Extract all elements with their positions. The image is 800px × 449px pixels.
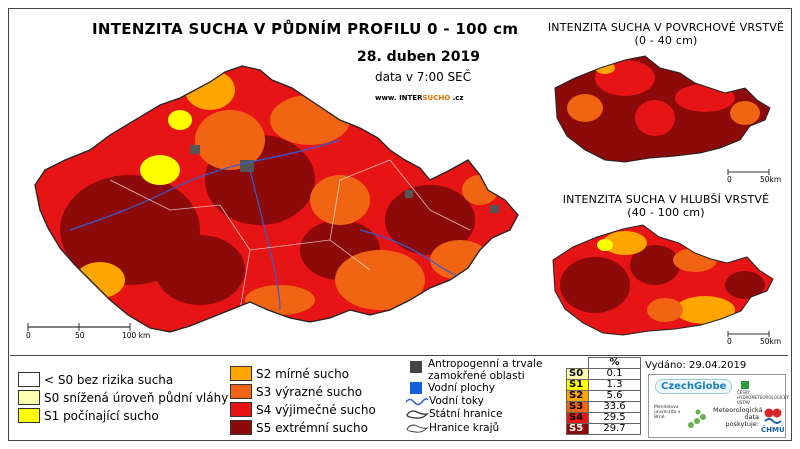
legend-class-s5: S5 extrémní sucho bbox=[230, 420, 368, 435]
stats-row-s3: S3 33.6 bbox=[566, 401, 641, 413]
surface-layer-title: INTENZITA SUCHA V POVRCHOVÉ VRSTVĚ (0 - … bbox=[547, 21, 785, 47]
issued-date: Vydáno: 29.04.2019 bbox=[645, 360, 747, 371]
surface-scale-label-50: 50km bbox=[760, 175, 782, 184]
legend-anthropogenic: Antropogenní a trvale zamokřené oblasti bbox=[410, 358, 568, 382]
anthropogenic-symbol bbox=[410, 361, 422, 373]
deep-scale-label-0: 0 bbox=[727, 337, 732, 346]
legend-class-s3: S3 výrazné sucho bbox=[230, 384, 362, 399]
legend-swatch bbox=[230, 366, 252, 381]
stats-row-s1: S1 1.3 bbox=[566, 379, 641, 391]
mendel-university-text: Mendelova univerzita v Brně bbox=[654, 405, 681, 420]
stats-row-s2: S2 5.6 bbox=[566, 390, 641, 402]
surface-scale-label-0: 0 bbox=[727, 175, 732, 184]
main-drought-map bbox=[27, 65, 519, 333]
region-border-icon bbox=[406, 424, 429, 433]
data-time: data v 7:00 SEČ bbox=[375, 70, 472, 84]
stats-header-row: % bbox=[567, 357, 641, 369]
river-icon bbox=[405, 398, 429, 406]
stats-row-s5: S5 29.7 bbox=[566, 423, 641, 435]
legend-swatch bbox=[230, 384, 252, 399]
state-border-icon bbox=[406, 410, 429, 419]
legend-class-s0: S0 snížená úroveň půdní vláhy bbox=[18, 390, 228, 405]
legend-swatch bbox=[230, 420, 252, 435]
map-frame bbox=[8, 8, 792, 441]
deep-layer-title: INTENZITA SUCHA V HLUBŠÍ VRSTVĚ (40 - 10… bbox=[562, 193, 770, 219]
chmi-small-text: ČESKÝ HYDROMETEOROLOGICKÝ ÚSTAV bbox=[737, 390, 789, 405]
legend-swatch bbox=[230, 402, 252, 417]
chmu-logo-icon bbox=[764, 408, 782, 424]
main-scale-label-0: 0 bbox=[26, 331, 31, 340]
main-scale-label-50: 50 bbox=[75, 331, 85, 340]
legend-water-streams: Vodní toky bbox=[405, 395, 484, 407]
legend-swatch bbox=[18, 408, 40, 423]
stats-row-s0: S0 0.1 bbox=[566, 368, 641, 380]
stats-row-s4: S4 29.5 bbox=[566, 412, 641, 424]
map-date: 28. duben 2019 bbox=[357, 49, 480, 65]
deep-drought-map bbox=[552, 224, 774, 337]
legend-swatch bbox=[18, 372, 40, 387]
surface-drought-map bbox=[554, 55, 771, 175]
legend-swatch bbox=[18, 390, 40, 405]
chmi-small-logo bbox=[741, 381, 749, 389]
legend-class-s1: S1 počínající sucho bbox=[18, 408, 159, 423]
website-link[interactable]: www. INTERSUCHO .cz bbox=[375, 94, 464, 102]
legend-panel bbox=[10, 355, 788, 439]
legend-water-bodies: Vodní plochy bbox=[410, 382, 495, 394]
legend-region-border: Hranice krajů bbox=[405, 422, 499, 434]
main-scale-label-100: 100 km bbox=[122, 331, 151, 340]
legend-class-s2: S2 mírné sucho bbox=[230, 366, 349, 381]
legend-state-border: Státní hranice bbox=[405, 408, 502, 420]
czechglobe-logo: CzechGlobe bbox=[655, 379, 733, 394]
deep-scale-label-50: 50km bbox=[760, 337, 782, 346]
legend-class-s4: S4 výjimečné sucho bbox=[230, 402, 376, 417]
legend-class-below-s0: < S0 bez rizika sucha bbox=[18, 372, 173, 387]
main-title: INTENZITA SUCHA V PŮDNÍM PROFILU 0 - 100… bbox=[92, 20, 519, 38]
drought-stats-table: % S0 0.1 S1 1.3 S2 5.6 S3 33.6 S4 29.5 S… bbox=[566, 357, 641, 435]
meteo-data-provider-text: Meteorologická data poskytuje: bbox=[713, 406, 763, 428]
water-body-symbol bbox=[410, 382, 422, 394]
mendel-logo-icon bbox=[688, 409, 706, 428]
partner-logos: CzechGlobe ČESKÝ HYDROMETEOROLOGICKÝ ÚST… bbox=[648, 374, 789, 438]
chmu-logo-text: ČHMÚ bbox=[761, 426, 785, 434]
